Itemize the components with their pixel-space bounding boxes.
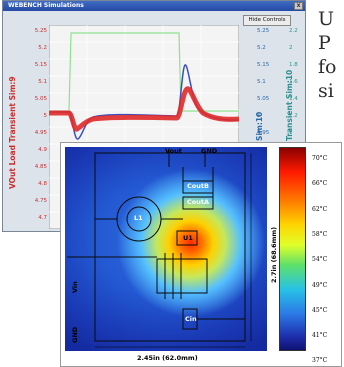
vin-label: Vin [71, 281, 79, 293]
left-tick-label: 4.9 [38, 147, 47, 153]
webench-simulation-window: WEBENCH Simulations x Hide Controls VOut… [2, 0, 306, 232]
vout-label: Vout [165, 147, 182, 155]
right-tick-label-secondary: 1 [289, 130, 293, 136]
right-tick-label: 5.25 [257, 28, 270, 34]
temperature-tick-label: 58°C [312, 230, 328, 238]
text-line: U [318, 8, 335, 30]
height-dimension: 2.7in (68.6mm) [270, 226, 278, 283]
temperature-tick-label: 54°C [312, 256, 328, 264]
right-tick-label-secondary: 1.8 [289, 62, 298, 68]
couta-label: CoutA [187, 198, 210, 206]
right-tick-label-secondary: 1.6 [289, 79, 298, 85]
right-tick-label: 5 [257, 113, 261, 119]
right-tick-label: 4.95 [257, 130, 270, 136]
pcb-outline [67, 151, 252, 348]
temperature-tick-label: 37°C [312, 357, 328, 365]
cin-label: Cin [185, 315, 197, 323]
left-tick-label: 4.8 [38, 181, 47, 187]
text-line: fo [318, 56, 337, 78]
red-series [49, 86, 239, 132]
right-tick-label-secondary: 2 [289, 45, 293, 51]
right-tick-label: 5.2 [257, 45, 266, 51]
left-tick-label: 4.7 [38, 215, 47, 221]
temperature-scale-bar [279, 147, 306, 351]
left-tick-label: 4.95 [34, 130, 47, 136]
left-axis-label: VOut Load Transient Sim:9 [8, 76, 17, 189]
text-line: si [318, 80, 334, 102]
right-tick-label: 5.05 [257, 96, 270, 102]
temperature-tick-label: 66°C [312, 180, 328, 188]
right-tick-label-secondary: 1.4 [289, 96, 298, 102]
right-tick-label-secondary: 2.2 [289, 28, 298, 34]
hide-controls-button[interactable]: Hide Controls [243, 15, 291, 26]
left-tick-label: 4.85 [34, 164, 47, 170]
thermal-image: Vout GND CoutB CoutA L1 U1 Cin Vin GND [65, 147, 267, 351]
window-title: WEBENCH Simulations [8, 2, 84, 9]
left-tick-label: 5.15 [34, 62, 47, 68]
l1-label: L1 [134, 214, 143, 222]
temperature-tick-label: 41°C [312, 332, 328, 340]
gnd-left-label: GND [71, 326, 79, 343]
window-titlebar[interactable]: WEBENCH Simulations x [3, 1, 305, 11]
right-tick-label: 5.1 [257, 79, 266, 85]
left-tick-label: 5.1 [38, 79, 47, 85]
width-dimension: 2.45in (62.0mm) [137, 354, 198, 362]
temperature-tick-label: 45°C [312, 306, 328, 314]
gnd-top-label: GND [201, 147, 218, 155]
right-tick-label-secondary: 1.2 [289, 113, 298, 119]
left-tick-label: 4.75 [34, 198, 47, 204]
left-tick-label: 5 [43, 113, 48, 119]
close-button[interactable]: x [294, 2, 303, 10]
thermal-map-window: Vout GND CoutB CoutA L1 U1 Cin Vin GND 2… [60, 142, 342, 367]
right-tick-label: 5.15 [257, 62, 270, 68]
coutb-label: CoutB [187, 182, 209, 190]
left-tick-label: 5.2 [38, 45, 47, 51]
body-text: U P fo si [318, 0, 344, 103]
left-tick-label: 5.25 [34, 28, 47, 34]
u1-label: U1 [183, 234, 193, 242]
left-tick-label: 5.05 [34, 96, 47, 102]
text-line: P [318, 32, 331, 54]
temperature-tick-label: 70°C [312, 155, 328, 162]
temperature-tick-label: 49°C [312, 281, 328, 289]
temperature-tick-label: 62°C [312, 205, 328, 213]
